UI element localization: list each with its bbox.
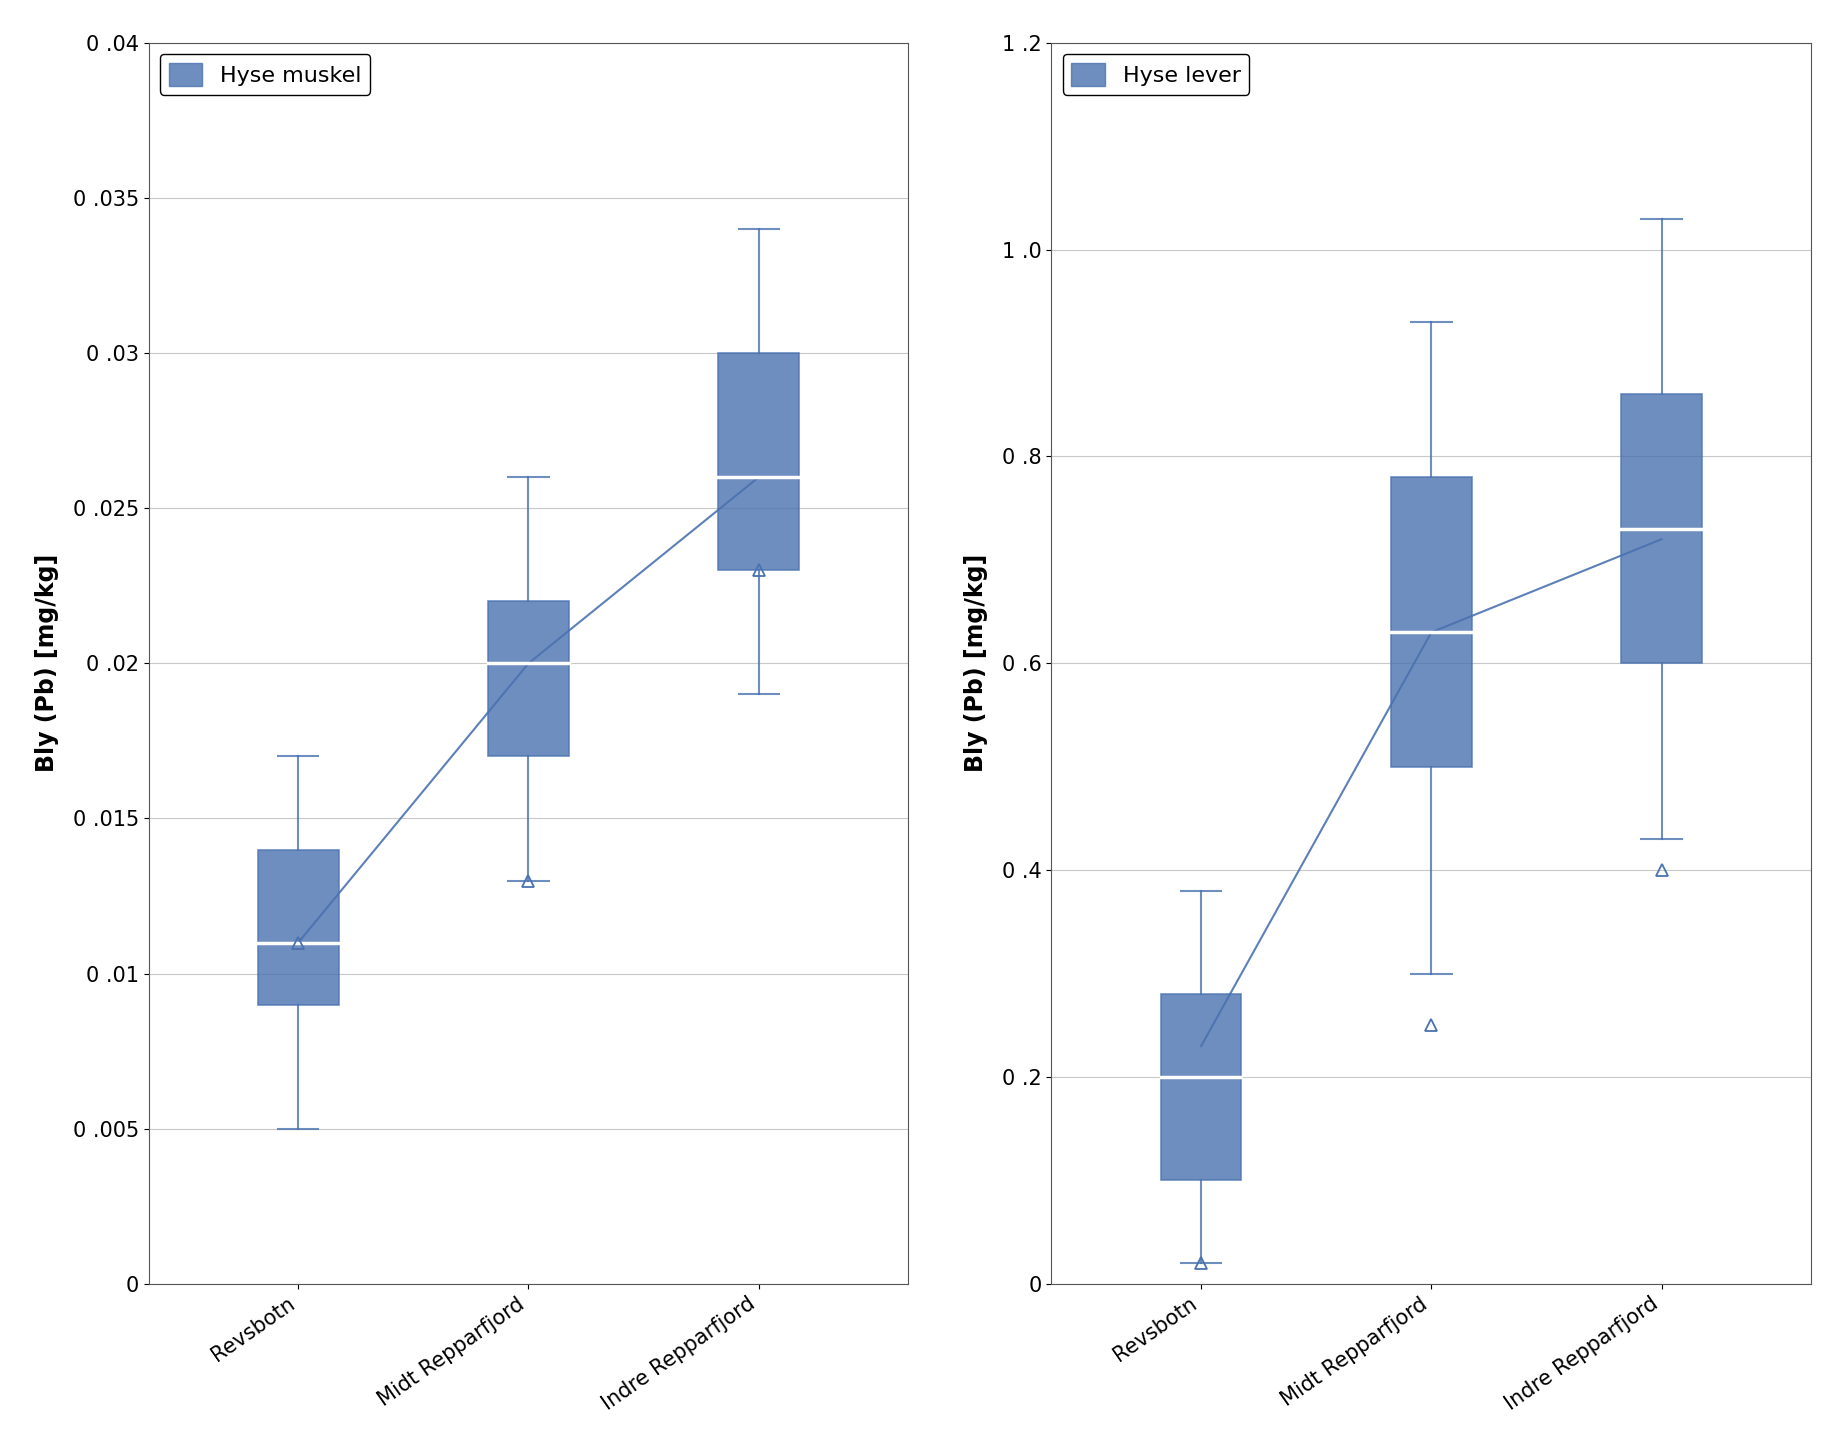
Y-axis label: Bly (Pb) [mg/kg]: Bly (Pb) [mg/kg] [35,554,59,772]
Bar [487,601,569,756]
Bar [1621,394,1702,664]
Legend: Hyse lever: Hyse lever [1063,54,1250,94]
Bar [258,849,338,1004]
Bar [1392,477,1471,767]
Legend: Hyse muskel: Hyse muskel [161,54,369,94]
Y-axis label: Bly (Pb) [mg/kg]: Bly (Pb) [mg/kg] [964,554,988,772]
Bar [1161,994,1241,1181]
Bar [718,354,799,571]
